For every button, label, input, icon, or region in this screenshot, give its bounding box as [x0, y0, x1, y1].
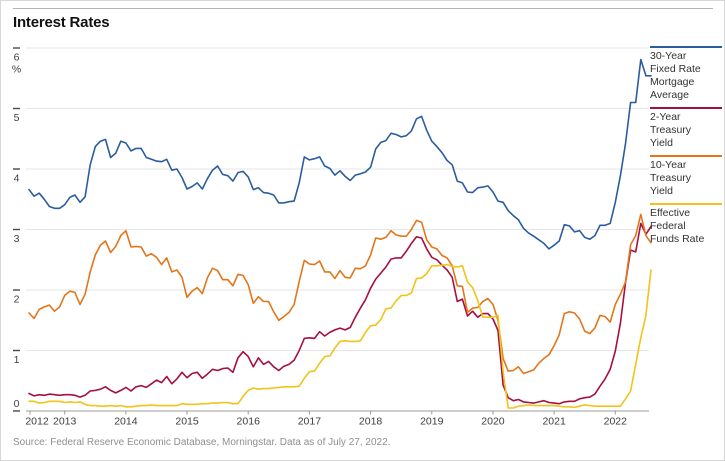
y-tick-label: 1	[14, 354, 20, 366]
x-tick-label: 2020	[481, 416, 505, 428]
series-line-2-year-treasury-yield	[28, 222, 652, 405]
x-tick-label: 2016	[237, 416, 261, 428]
legend-label: 30-Year Fixed Rate Mortgage Average	[650, 50, 701, 101]
legend-item-effective-federal-funds-rate: Effective Federal Funds Rate	[650, 203, 722, 248]
x-tick-label: 2015	[175, 416, 199, 428]
y-tick-label: 3	[14, 233, 20, 245]
y-axis-unit: %	[12, 64, 21, 76]
y-tick-label: 2	[14, 294, 20, 306]
legend-item-2-year-treasury-yield: 2-Year Treasury Yield	[650, 107, 722, 152]
legend-item-30-year-fixed-rate-mortgage-average: 30-Year Fixed Rate Mortgage Average	[650, 46, 722, 104]
x-tick-label: 2017	[298, 416, 322, 428]
y-tick-label: 4	[14, 173, 20, 185]
legend-label: Effective Federal Funds Rate	[650, 207, 705, 245]
source-note: Source: Federal Reserve Economic Databas…	[13, 437, 391, 448]
series-line-effective-federal-funds-rate	[28, 263, 652, 409]
x-tick-label: 2018	[359, 416, 383, 428]
y-tick-label: 5	[14, 112, 20, 124]
legend-label: 10-Year Treasury Yield	[650, 159, 692, 197]
top-rule	[13, 8, 713, 9]
x-tick-label: 2022	[604, 416, 628, 428]
x-tick-label: 2012	[25, 416, 49, 428]
x-tick-label: 2013	[53, 416, 77, 428]
chart-legend: 30-Year Fixed Rate Mortgage Average 2-Yea…	[650, 46, 722, 251]
x-tick-label: 2014	[114, 416, 138, 428]
series-line-30-year-fixed-rate-mortgage-average	[28, 58, 652, 250]
legend-label: 2-Year Treasury Yield	[650, 111, 692, 149]
legend-item-10-year-treasury-yield: 10-Year Treasury Yield	[650, 155, 722, 200]
x-tick-label: 2019	[420, 416, 444, 428]
series-line-10-year-treasury-yield	[28, 213, 652, 375]
chart-title: Interest Rates	[13, 14, 110, 31]
y-tick-label: 0	[14, 398, 20, 410]
y-tick-label: 6	[14, 52, 20, 64]
x-tick-label: 2021	[542, 416, 566, 428]
